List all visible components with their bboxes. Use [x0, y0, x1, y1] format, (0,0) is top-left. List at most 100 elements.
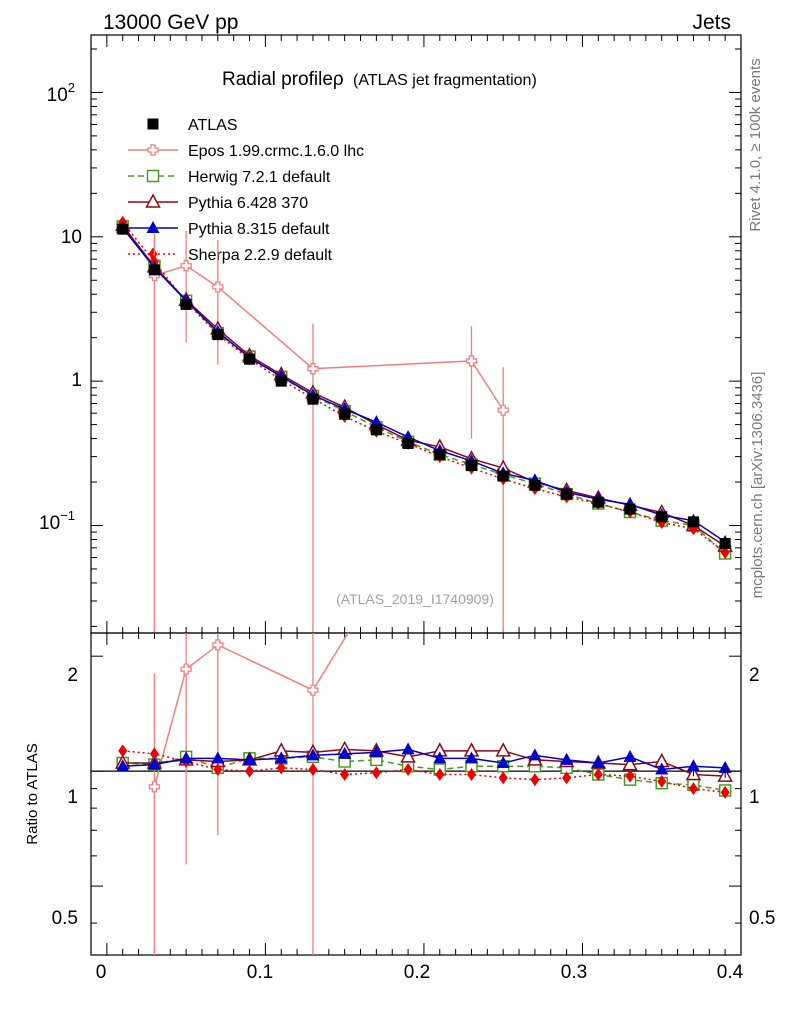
ratio-y-tick-0.5-left: 0.5 — [52, 908, 78, 929]
ratio-point-pythia-8-315-default — [496, 756, 510, 769]
ratio-point-sherpa-2-2-9-default — [657, 774, 667, 788]
data-point-atlas — [275, 375, 287, 387]
data-point-epos-1-99-crmc-1-6-0-lhc — [307, 363, 319, 375]
ratio-point-sherpa-2-2-9-default — [625, 769, 635, 783]
y-tick-label-10: 10 — [61, 227, 82, 248]
data-point-atlas — [212, 329, 224, 341]
data-point-atlas — [402, 437, 414, 449]
ratio-point-pythia-8-315-default — [147, 757, 161, 770]
ratio-point-sherpa-2-2-9-default — [149, 747, 159, 761]
ratio-axis-ticks — [91, 633, 742, 955]
data-point-atlas — [180, 298, 192, 310]
ratio-point-pythia-6-428-370 — [495, 742, 511, 757]
data-point-atlas — [529, 479, 541, 491]
ratio-point-sherpa-2-2-9-default — [593, 767, 603, 781]
ratio-point-pythia-8-315-default — [274, 751, 288, 764]
legend-entry-atlas: ATLAS — [147, 117, 238, 134]
ratio-series-pythia-6-428-370 — [114, 740, 733, 782]
ratio-point-sherpa-2-2-9-default — [498, 771, 508, 785]
legend-entry-herwig-7-2-1-default: Herwig 7.2.1 default — [128, 169, 331, 186]
data-point-sherpa-2-2-9-default — [720, 546, 730, 560]
ratio-point-sherpa-2-2-9-default — [276, 761, 286, 775]
series-herwig-7-2-1-default — [116, 220, 732, 560]
chart-title-main: Radial profileρ — [222, 69, 344, 90]
ratio-y-axis-label: Ratio to ATLAS — [24, 743, 41, 844]
series-atlas — [117, 223, 731, 550]
legend-label-atlas: ATLAS — [188, 117, 238, 134]
legend-marker-pythia-6-428-370 — [145, 193, 161, 208]
legend-marker-pythia-8-315-default — [146, 221, 160, 233]
legend-marker-herwig-7-2-1-default — [146, 169, 160, 183]
chart-title: Radial profileρ (ATLAS jet fragmentation… — [222, 69, 537, 90]
data-point-atlas — [719, 538, 731, 550]
data-point-pythia-8-315-default — [369, 415, 383, 428]
ratio-point-pythia-8-315-default — [243, 752, 257, 765]
ratio-line-sherpa-2-2-9-default — [122, 750, 726, 794]
ratio-point-pythia-6-428-370 — [622, 756, 638, 771]
data-point-atlas — [656, 511, 668, 523]
series-line-pythia-6-428-370 — [122, 224, 726, 547]
legend-label-pythia-6-428-370: Pythia 6.428 370 — [188, 195, 308, 212]
legend-entry-epos-1-99-crmc-1-6-0-lhc: Epos 1.99.crmc.1.6.0 lhc — [128, 143, 364, 160]
data-point-atlas — [148, 264, 160, 276]
ratio-point-pythia-8-315-default — [338, 746, 352, 759]
ratio-line-pythia-8-315-default — [122, 748, 726, 771]
x-tick-label-0.3: 0.3 — [561, 962, 587, 983]
ratio-point-sherpa-2-2-9-default — [720, 785, 730, 799]
legend: ATLAS Epos 1.99.crmc.1.6.0 lhc Herwig 7.2.… — [128, 117, 364, 264]
legend-marker-epos-1-99-crmc-1-6-0-lhc — [147, 144, 159, 156]
legend-entry-pythia-8-315-default: Pythia 8.315 default — [128, 221, 330, 238]
x-tick-label-0: 0 — [96, 962, 107, 983]
data-point-epos-1-99-crmc-1-6-0-lhc — [497, 404, 509, 416]
ratio-point-pythia-8-315-default — [528, 748, 542, 761]
ratio-point-pythia-8-315-default — [401, 742, 415, 755]
x-tick-label-0.4: 0.4 — [717, 962, 744, 983]
ratio-point-epos-1-99-crmc-1-6-0-lhc — [148, 781, 161, 793]
data-point-epos-1-99-crmc-1-6-0-lhc — [180, 260, 192, 272]
ratio-point-pythia-6-428-370 — [400, 748, 416, 763]
ratio-point-pythia-8-315-default — [116, 759, 130, 772]
y-tick-label-1: 1 — [71, 370, 82, 391]
series-pythia-6-428-370 — [114, 216, 733, 552]
data-point-atlas — [592, 496, 604, 508]
ratio-series-epos-1-99-crmc-1-6-0-lhc — [148, 633, 349, 955]
ratio-point-sherpa-2-2-9-default — [340, 767, 350, 781]
ratio-point-pythia-8-315-default — [464, 751, 478, 764]
analysis-watermark: (ATLAS_2019_I1740909) — [336, 591, 494, 607]
side-label-rivet: Rivet 4.1.0, ≥ 100k events — [747, 58, 764, 231]
series-line-epos-1-99-crmc-1-6-0-lhc — [154, 264, 504, 411]
ratio-series-pythia-8-315-default — [116, 742, 732, 775]
ratio-point-sherpa-2-2-9-default — [530, 773, 540, 787]
ratio-point-epos-1-99-crmc-1-6-0-lhc — [180, 663, 192, 675]
ratio-point-sherpa-2-2-9-default — [562, 771, 572, 785]
ratio-point-epos-1-99-crmc-1-6-0-lhc — [307, 684, 319, 696]
ratio-point-pythia-8-315-default — [560, 752, 574, 765]
data-point-atlas — [307, 393, 319, 405]
ratio-point-pythia-8-315-default — [623, 749, 637, 762]
header-right: Jets — [692, 11, 731, 34]
ratio-point-pythia-8-315-default — [433, 751, 447, 764]
data-point-atlas — [465, 460, 477, 472]
legend-entry-pythia-6-428-370: Pythia 6.428 370 — [128, 193, 308, 212]
main-axis-ticks — [91, 35, 742, 633]
ratio-point-sherpa-2-2-9-default — [213, 762, 223, 776]
ratio-point-sherpa-2-2-9-default — [688, 782, 698, 796]
x-tick-label-0.2: 0.2 — [404, 962, 430, 983]
main-series-layer — [114, 215, 733, 633]
data-point-atlas — [434, 449, 446, 461]
ratio-point-pythia-8-315-default — [655, 762, 669, 775]
ratio-point-pythia-8-315-default — [179, 751, 193, 764]
ratio-point-sherpa-2-2-9-default — [245, 764, 255, 778]
data-point-atlas — [497, 470, 509, 482]
series-epos-1-99-crmc-1-6-0-lhc — [148, 230, 509, 633]
ratio-series-layer — [114, 633, 733, 955]
y-tick-label-0.1: 10−1 — [39, 508, 75, 534]
data-point-atlas — [561, 488, 573, 500]
data-point-atlas — [624, 503, 636, 515]
ratio-y-tick-1-left: 1 — [67, 787, 78, 808]
data-point-epos-1-99-crmc-1-6-0-lhc — [465, 355, 478, 367]
ratio-point-sherpa-2-2-9-default — [403, 762, 413, 776]
header-left: 13000 GeV pp — [103, 11, 238, 34]
data-point-atlas — [117, 223, 129, 235]
